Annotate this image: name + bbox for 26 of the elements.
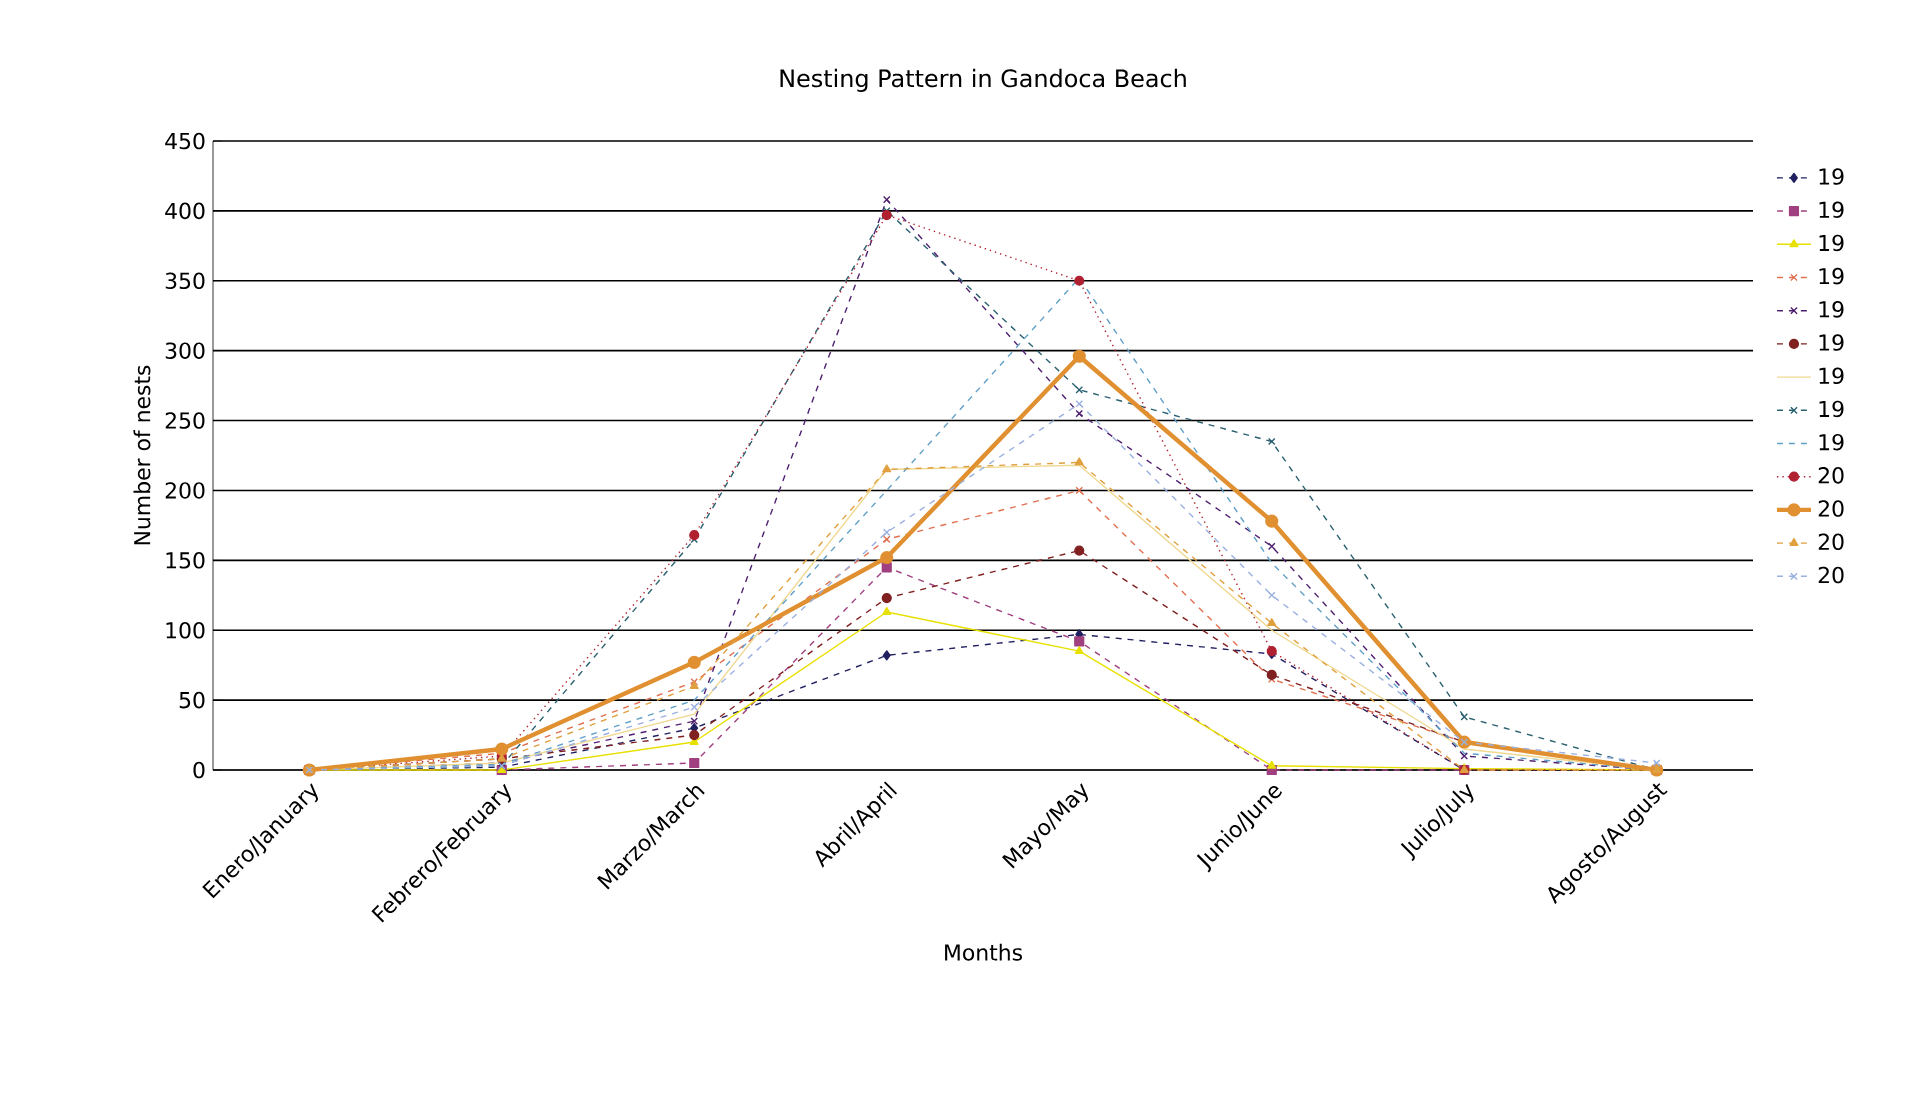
- x-axis-title: Months: [945, 943, 1022, 961]
- legend-label: 20: [1818, 533, 1844, 551]
- legend-label: 19: [1819, 400, 1844, 418]
- y-tick-label: 150: [166, 552, 205, 569]
- legend-label: 19: [1819, 367, 1844, 385]
- legend-label: 19: [1819, 334, 1844, 351]
- y-axis-title: Number of nests: [133, 365, 151, 545]
- y-tick-label: 250: [165, 412, 205, 429]
- y-tick-label: 200: [165, 482, 205, 499]
- legend-label: 20: [1818, 467, 1844, 484]
- legend-label: 19: [1819, 234, 1844, 252]
- y-tick-label: 50: [179, 691, 205, 709]
- legend-label: 19: [1819, 168, 1844, 185]
- y-tick-label: 0: [193, 761, 205, 779]
- y-tick-label: 300: [165, 342, 205, 359]
- legend-label: 19: [1819, 201, 1844, 219]
- y-tick-label: 400: [165, 202, 205, 220]
- chart-title: Nesting Pattern in Gandoca Beach: [780, 68, 1186, 92]
- legend-label: 20: [1818, 566, 1844, 584]
- y-tick-label: 450: [165, 132, 205, 150]
- legend-label: 19: [1819, 267, 1844, 285]
- legend-label: 19: [1819, 433, 1844, 451]
- y-tick-label: 100: [166, 621, 205, 639]
- legend-label: 19: [1819, 301, 1844, 318]
- y-tick-label: 350: [165, 272, 205, 290]
- legend-label: 20: [1818, 500, 1844, 517]
